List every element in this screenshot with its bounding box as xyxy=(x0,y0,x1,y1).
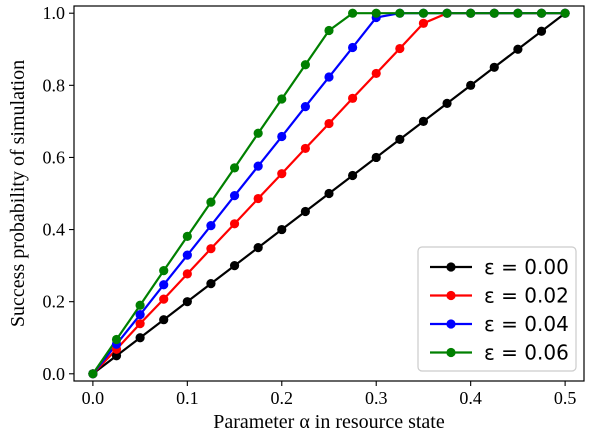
data-point-s3-1 xyxy=(111,334,122,345)
x-tick-label: 0.2 xyxy=(271,388,294,408)
data-point-s1-14 xyxy=(418,18,429,28)
data-point-s1-2 xyxy=(135,319,145,329)
legend-box xyxy=(417,246,577,372)
data-point-s3-9 xyxy=(300,60,310,70)
data-point-s1-11 xyxy=(348,93,358,103)
legend-label-3: ε = 0.06 xyxy=(484,341,569,365)
data-point-s0-19 xyxy=(536,26,547,36)
data-point-s1-4 xyxy=(182,269,192,279)
data-point-s0-4 xyxy=(182,297,192,307)
y-axis-label: Success probability of simulation xyxy=(7,60,29,327)
data-point-s0-12 xyxy=(371,152,381,163)
y-tick-label: 0.4 xyxy=(43,220,66,240)
data-point-s0-10 xyxy=(324,188,334,199)
data-point-s0-3 xyxy=(159,315,169,325)
data-point-s3-18 xyxy=(513,8,523,18)
axes: 0.0 0.1 0.2 0.3 0.4 0.5 0.0 0.2 0.4 0.6 0.8 1.0 Para… xyxy=(7,3,585,433)
axes-frame xyxy=(73,5,585,382)
data-point-s3-14 xyxy=(418,8,429,18)
legend-marker-2 xyxy=(446,319,456,329)
data-point-s2-7 xyxy=(253,161,263,171)
legend-label-0: ε = 0.00 xyxy=(484,255,569,279)
data-point-s3-2 xyxy=(135,300,145,310)
data-point-s0-18 xyxy=(513,44,523,54)
data-point-s3-8 xyxy=(277,94,287,104)
data-point-s2-8 xyxy=(277,131,287,142)
data-point-s3-19 xyxy=(536,8,547,18)
data-point-s0-1 xyxy=(111,351,122,361)
data-point-s1-8 xyxy=(277,169,287,179)
x-tick-label: 0.4 xyxy=(459,388,482,408)
legend-marker-0 xyxy=(446,262,456,272)
data-point-s0-16 xyxy=(466,80,476,90)
data-point-s1-5 xyxy=(206,244,216,254)
y-tick-label: 0.6 xyxy=(43,147,66,167)
data-point-s3-15 xyxy=(442,8,452,18)
data-point-s3-3 xyxy=(159,266,169,276)
data-point-s3-13 xyxy=(395,8,405,18)
data-point-s3-7 xyxy=(253,128,263,138)
y-tick-label: 0.2 xyxy=(43,292,66,312)
data-point-s2-5 xyxy=(206,220,216,231)
x-tick-label: 0.1 xyxy=(176,388,199,408)
data-point-s0-5 xyxy=(206,279,216,289)
legend-label-2: ε = 0.04 xyxy=(484,312,569,336)
data-point-s3-16 xyxy=(466,8,476,18)
data-point-s0-15 xyxy=(442,98,452,108)
data-point-s3-5 xyxy=(206,197,216,207)
data-point-s2-10 xyxy=(324,72,334,82)
data-point-s2-2 xyxy=(135,310,145,320)
legend-label-1: ε = 0.02 xyxy=(484,284,569,308)
data-point-s3-17 xyxy=(489,8,499,18)
plot-area xyxy=(88,8,570,379)
data-point-s1-3 xyxy=(159,294,169,304)
data-point-s0-9 xyxy=(300,206,310,217)
legend-marker-3 xyxy=(446,347,456,358)
data-point-s0-17 xyxy=(489,62,499,72)
data-point-s2-4 xyxy=(182,250,192,260)
data-point-s1-13 xyxy=(395,43,405,54)
data-point-s2-9 xyxy=(300,102,310,112)
data-point-s1-7 xyxy=(253,193,263,204)
data-point-s0-6 xyxy=(229,261,240,271)
data-point-s2-3 xyxy=(159,280,169,290)
data-point-s3-20 xyxy=(560,8,570,18)
data-point-s0-8 xyxy=(277,224,287,235)
data-point-s0-13 xyxy=(395,134,405,145)
data-point-s2-11 xyxy=(348,42,358,53)
data-point-s3-4 xyxy=(182,231,192,242)
x-axis-label: Parameter α in resource state xyxy=(213,411,445,433)
x-tick-label: 0.5 xyxy=(554,388,577,408)
data-point-s0-7 xyxy=(253,242,263,253)
data-point-s1-6 xyxy=(229,219,240,229)
y-tick-label: 0.0 xyxy=(43,364,66,384)
data-point-s3-6 xyxy=(229,163,240,173)
data-point-s1-9 xyxy=(300,143,310,154)
data-point-s3-11 xyxy=(348,8,358,18)
x-tick-label: 0.0 xyxy=(82,388,105,408)
y-tick-label: 0.8 xyxy=(43,75,66,95)
data-point-s1-10 xyxy=(324,118,334,129)
data-point-s0-11 xyxy=(348,170,358,181)
data-point-s3-0 xyxy=(88,369,98,379)
x-tick-label: 0.3 xyxy=(365,388,388,408)
y-tick-label: 1.0 xyxy=(43,3,66,23)
data-point-s2-6 xyxy=(229,191,240,201)
legend-marker-1 xyxy=(446,290,456,301)
data-point-s0-14 xyxy=(418,116,429,126)
data-point-s3-10 xyxy=(324,25,334,36)
legend: ε = 0.00 ε = 0.02 ε = 0.04 ε = 0.06 xyxy=(417,246,577,372)
data-point-s0-2 xyxy=(135,333,145,343)
data-point-s1-12 xyxy=(371,68,381,79)
data-point-s3-12 xyxy=(371,8,381,18)
